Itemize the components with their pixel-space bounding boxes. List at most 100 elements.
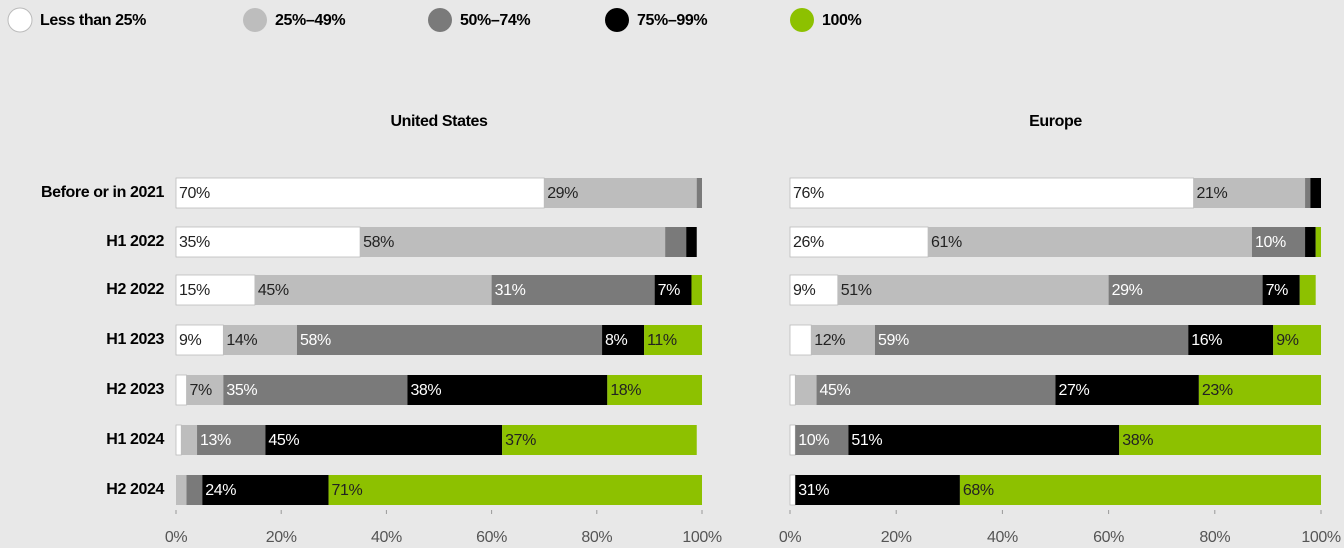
bar-segment xyxy=(1198,375,1321,405)
legend-label: Less than 25% xyxy=(40,12,146,29)
bar-segment xyxy=(959,475,1321,505)
bar-segment xyxy=(407,375,608,405)
bar-segment xyxy=(665,227,687,257)
bar-segment xyxy=(186,475,203,505)
value-label: 29% xyxy=(1112,282,1143,299)
x-tick-label: 20% xyxy=(881,529,912,546)
value-label: 12% xyxy=(814,332,845,349)
value-label: 14% xyxy=(226,332,257,349)
value-label: 70% xyxy=(179,185,210,202)
value-label: 10% xyxy=(1255,234,1286,251)
bar-segment xyxy=(1251,227,1306,257)
legend-label: 75%–99% xyxy=(637,12,707,29)
bar-segment xyxy=(1310,178,1321,208)
bar-segment xyxy=(602,325,645,355)
value-label: 38% xyxy=(410,382,441,399)
value-label: 45% xyxy=(268,432,299,449)
bar-segment xyxy=(789,474,796,506)
bar-segment xyxy=(1262,275,1300,305)
bar-segment xyxy=(328,475,702,505)
value-label: 23% xyxy=(1202,382,1233,399)
value-label: 51% xyxy=(841,282,872,299)
bar-segment xyxy=(175,424,182,456)
value-label: 24% xyxy=(205,482,236,499)
bar-segment xyxy=(1305,227,1316,257)
x-tick-label: 0% xyxy=(165,529,187,546)
bar-segment xyxy=(1119,425,1321,455)
value-label: 59% xyxy=(878,332,909,349)
legend-label: 50%–74% xyxy=(460,12,530,29)
bar-segment xyxy=(696,178,702,208)
bar-segment xyxy=(795,475,960,505)
value-label: 31% xyxy=(798,482,829,499)
bar-segment xyxy=(1273,325,1321,355)
x-tick-label: 100% xyxy=(682,529,721,546)
value-label: 8% xyxy=(605,332,627,349)
bar-segment xyxy=(1305,178,1311,208)
bar-segment xyxy=(1108,275,1263,305)
legend-swatch xyxy=(428,8,452,32)
value-label: 31% xyxy=(495,282,526,299)
value-label: 7% xyxy=(190,382,212,399)
value-label: 58% xyxy=(363,234,394,251)
x-tick-label: 40% xyxy=(987,529,1018,546)
bar-segment xyxy=(795,375,817,405)
bar-segment xyxy=(544,178,697,208)
bar-segment xyxy=(296,325,603,355)
bar-segment xyxy=(811,325,875,355)
value-label: 7% xyxy=(658,282,680,299)
value-label: 71% xyxy=(332,482,363,499)
bar-segment xyxy=(1193,178,1306,208)
x-tick-label: 100% xyxy=(1301,529,1340,546)
bar-segment xyxy=(607,375,702,405)
x-tick-label: 60% xyxy=(476,529,507,546)
bar-segment xyxy=(837,275,1109,305)
y-tick-label: H2 2024 xyxy=(106,481,164,498)
value-label: 9% xyxy=(1276,332,1298,349)
legend-swatch xyxy=(605,8,629,32)
bar-segment xyxy=(1315,227,1321,257)
bar-segment xyxy=(789,424,796,456)
bar-segment xyxy=(644,325,702,355)
value-label: 68% xyxy=(963,482,994,499)
bar-segment xyxy=(816,375,1056,405)
value-label: 18% xyxy=(610,382,641,399)
bar-segment xyxy=(176,475,187,505)
bar-segment xyxy=(789,274,839,306)
bar-segment xyxy=(175,274,256,306)
bar-segment xyxy=(181,425,198,455)
y-tick-label: Before or in 2021 xyxy=(41,184,165,201)
bar-segment xyxy=(502,425,697,455)
bar-segment xyxy=(928,227,1252,257)
value-label: 37% xyxy=(505,432,536,449)
x-tick-label: 80% xyxy=(1199,529,1230,546)
value-label: 45% xyxy=(820,382,851,399)
bar-segment xyxy=(360,227,666,257)
x-tick-label: 0% xyxy=(779,529,801,546)
bar-segment xyxy=(175,177,545,209)
bar-segment xyxy=(197,425,266,455)
value-label: 27% xyxy=(1059,382,1090,399)
y-tick-label: H2 2023 xyxy=(106,381,164,398)
bar-segment xyxy=(265,425,503,455)
bar-segment xyxy=(691,275,702,305)
value-label: 58% xyxy=(300,332,331,349)
bar-segment xyxy=(795,425,849,455)
chart-title: Europe xyxy=(1029,113,1082,130)
legend-swatch xyxy=(7,7,33,33)
x-tick-label: 20% xyxy=(266,529,297,546)
bar-segment xyxy=(491,275,655,305)
bar-segment xyxy=(254,275,492,305)
value-label: 11% xyxy=(647,332,677,349)
x-tick-label: 60% xyxy=(1093,529,1124,546)
value-label: 26% xyxy=(793,234,824,251)
legend-swatch xyxy=(790,8,814,32)
bar-segment xyxy=(1188,325,1274,355)
bar-segment xyxy=(175,324,224,356)
bar-segment xyxy=(223,325,297,355)
bar-segment xyxy=(223,375,408,405)
bar-segment xyxy=(848,425,1120,455)
value-label: 76% xyxy=(793,185,824,202)
value-label: 16% xyxy=(1191,332,1222,349)
